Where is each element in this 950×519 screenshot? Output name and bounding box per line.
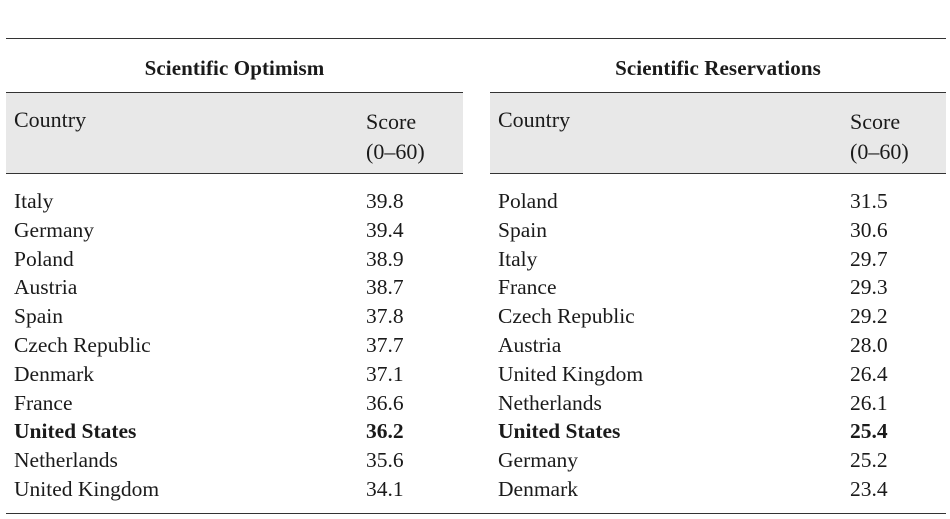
table-title: Scientific Reservations [615,56,821,80]
table-row: Netherlands 35.6 [6,446,463,475]
table-row: Spain 30.6 [490,216,946,245]
table-row: United States 25.4 [490,417,946,446]
score-header-range: (0–60) [366,139,425,164]
table-row: Germany 39.4 [6,216,463,245]
country-cell: Austria [498,332,562,357]
score-cell: 34.1 [366,476,404,501]
country-cell: Italy [498,246,538,271]
table-row: United Kingdom 26.4 [490,360,946,389]
table-row: Czech Republic 37.7 [6,331,463,360]
score-cell: 37.7 [366,332,404,357]
country-cell: Denmark [498,476,578,501]
table-body: Italy 39.8 Germany 39.4 Poland 38.9 Austria 38.… [6,174,463,504]
score-cell: 28.0 [850,332,888,357]
country-cell: Czech Republic [498,304,635,329]
country-cell: Netherlands [498,390,602,415]
score-cell: 35.6 [366,448,404,473]
score-cell: 29.3 [850,275,888,300]
table-row: Denmark 23.4 [490,475,946,504]
scientific-optimism-table: Scientific Optimism Country Score (0–60)… [6,40,463,504]
table-header: Country Score (0–60) [6,92,463,174]
country-cell: Austria [14,275,78,300]
table-bottom-rule [6,513,946,514]
table-header: Country Score (0–60) [490,92,946,174]
table-title: Scientific Optimism [144,56,325,80]
score-cell: 25.2 [850,448,888,473]
score-cell: 29.7 [850,246,888,271]
country-cell: Spain [498,217,547,242]
score-cell: 26.1 [850,390,888,415]
score-column-header: Score (0–60) [366,107,425,167]
table-row: Czech Republic 29.2 [490,302,946,331]
score-column-header: Score (0–60) [850,107,909,167]
score-cell: 26.4 [850,361,888,386]
country-cell: Poland [14,246,74,271]
country-cell: Italy [14,189,54,213]
country-cell: Czech Republic [14,332,151,357]
table-top-rule [6,38,946,39]
country-cell: Germany [14,217,94,242]
table-row: Italy 29.7 [490,245,946,274]
table-row: Poland 31.5 [490,187,946,216]
table-row: Netherlands 26.1 [490,389,946,418]
score-cell: 38.7 [366,275,404,300]
score-header-range: (0–60) [850,139,909,164]
country-cell: United States [14,419,137,444]
score-cell: 36.2 [366,419,404,444]
score-cell: 25.4 [850,419,888,444]
country-cell: Spain [14,304,63,329]
country-column-header: Country [14,107,87,132]
country-cell: France [498,275,557,300]
table-row: Austria 28.0 [490,331,946,360]
score-cell: 37.8 [366,304,404,329]
score-cell: 37.1 [366,361,404,386]
table-row: Poland 38.9 [6,245,463,274]
table-row: France 29.3 [490,273,946,302]
country-cell: United States [498,419,621,444]
table-row: United Kingdom 34.1 [6,475,463,504]
country-cell: Netherlands [14,448,118,473]
country-cell: France [14,390,73,415]
score-cell: 30.6 [850,217,888,242]
score-header-label: Score [366,109,417,134]
table-row: United States 36.2 [6,417,463,446]
table-row: Austria 38.7 [6,273,463,302]
score-cell: 39.4 [366,217,404,242]
country-cell: Germany [498,448,578,473]
table-row: Italy 39.8 [6,187,463,216]
score-header-label: Score [850,109,901,134]
table-body: Poland 31.5 Spain 30.6 Italy 29.7 France 29.3 Cz… [490,174,946,504]
country-cell: Poland [498,189,558,213]
country-cell: United Kingdom [14,476,160,501]
score-cell: 31.5 [850,189,888,213]
table-row: Denmark 37.1 [6,360,463,389]
country-cell: United Kingdom [498,361,644,386]
score-cell: 39.8 [366,189,404,213]
table-row: Spain 37.8 [6,302,463,331]
score-cell: 29.2 [850,304,888,329]
score-cell: 38.9 [366,246,404,271]
country-cell: Denmark [14,361,94,386]
scientific-reservations-table: Scientific Reservations Country Score (0… [490,40,946,504]
country-column-header: Country [498,107,571,132]
score-cell: 23.4 [850,476,888,501]
table-row: France 36.6 [6,389,463,418]
score-cell: 36.6 [366,390,404,415]
table-row: Germany 25.2 [490,446,946,475]
